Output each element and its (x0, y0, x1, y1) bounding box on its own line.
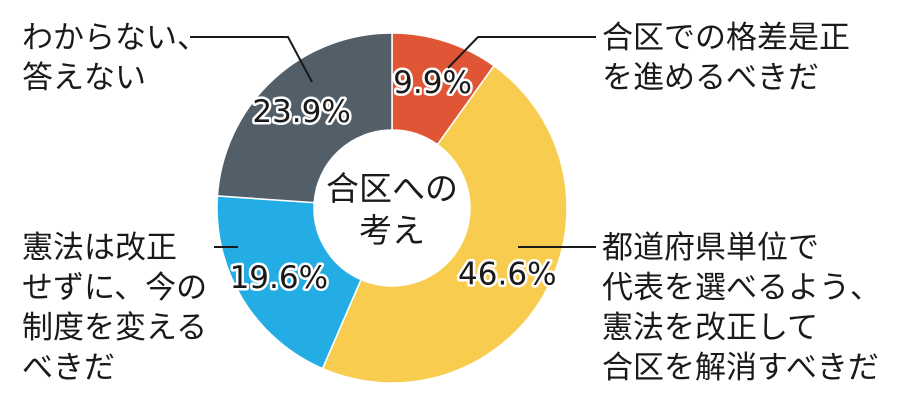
legend-line: 答えない (22, 60, 146, 96)
legend-line: 代表を選べるよう、 (602, 270, 881, 306)
legend-line: 憲法を改正して (602, 310, 819, 346)
legend-line: 憲法は改正 (22, 230, 177, 266)
slice-value-label: 46.6% (458, 256, 556, 292)
legend-line: を進めるべきだ (602, 60, 819, 96)
legend-line: 制度を変える (22, 310, 208, 346)
legend-line: 合区を解消すべきだ (602, 350, 879, 386)
center-label-line-1: 合区への (326, 169, 458, 208)
slice-constitution-amend (321, 64, 568, 384)
legend-label-disparity: 合区での格差是正 を進めるべきだ (602, 18, 850, 98)
center-label-line-2: 考え (359, 211, 425, 250)
center-label: 合区への 考え (322, 168, 462, 252)
leader-line-dont-know (190, 36, 313, 83)
slice-dont-know (216, 32, 393, 204)
legend-label-dont-know: わからない、 答えない (22, 18, 208, 98)
slice-no-amend (216, 195, 363, 370)
slice-value-label: 9.9% (393, 65, 472, 101)
legend-line: べきだ (22, 350, 115, 386)
legend-label-constitution-amend: 都道府県単位で 代表を選べるよう、 憲法を改正して 合区を解消すべきだ (602, 228, 881, 388)
legend-line: わからない、 (22, 20, 208, 56)
legend-label-no-amend: 憲法は改正 せずに、今の 制度を変える べきだ (22, 228, 207, 388)
legend-line: 都道府県単位で (602, 230, 819, 266)
legend-line: せずに、今の (22, 270, 208, 306)
slice-value-label: 19.6% (230, 260, 328, 296)
leader-line-disparity (447, 36, 596, 69)
slice-value-label: 23.9% (252, 94, 350, 130)
legend-line: 合区での格差是正 (602, 20, 850, 56)
